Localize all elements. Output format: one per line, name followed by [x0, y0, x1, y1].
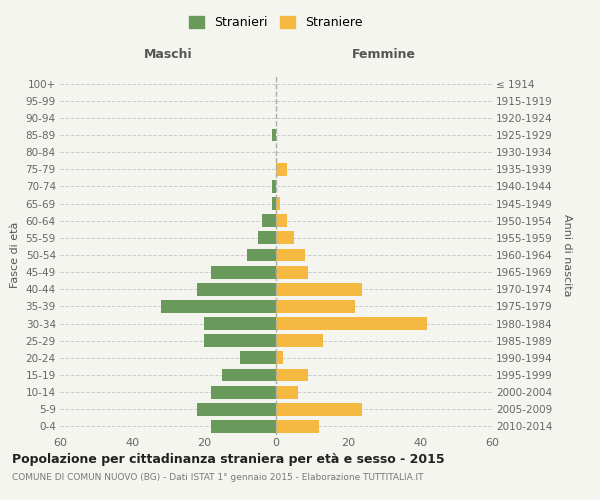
Bar	[161, 300, 276, 313]
Bar	[276, 197, 280, 210]
Y-axis label: Anni di nascita: Anni di nascita	[562, 214, 572, 296]
Bar	[211, 420, 276, 433]
Y-axis label: Fasce di età: Fasce di età	[10, 222, 20, 288]
Bar	[204, 334, 276, 347]
Bar	[272, 180, 276, 193]
Bar	[204, 317, 276, 330]
Bar	[276, 352, 283, 364]
Bar	[276, 368, 308, 382]
Bar	[272, 197, 276, 210]
Bar	[211, 266, 276, 278]
Bar	[276, 386, 298, 398]
Bar	[258, 232, 276, 244]
Bar	[276, 214, 287, 227]
Text: Popolazione per cittadinanza straniera per età e sesso - 2015: Popolazione per cittadinanza straniera p…	[12, 452, 445, 466]
Legend: Stranieri, Straniere: Stranieri, Straniere	[184, 11, 368, 34]
Bar	[276, 300, 355, 313]
Bar	[240, 352, 276, 364]
Text: COMUNE DI COMUN NUOVO (BG) - Dati ISTAT 1° gennaio 2015 - Elaborazione TUTTITALI: COMUNE DI COMUN NUOVO (BG) - Dati ISTAT …	[12, 472, 424, 482]
Text: Femmine: Femmine	[352, 48, 416, 62]
Bar	[272, 128, 276, 141]
Bar	[197, 403, 276, 415]
Bar	[276, 266, 308, 278]
Bar	[276, 420, 319, 433]
Bar	[211, 386, 276, 398]
Bar	[247, 248, 276, 262]
Bar	[276, 163, 287, 175]
Bar	[276, 317, 427, 330]
Bar	[262, 214, 276, 227]
Bar	[276, 232, 294, 244]
Bar	[276, 403, 362, 415]
Text: Maschi: Maschi	[143, 48, 193, 62]
Bar	[222, 368, 276, 382]
Bar	[276, 283, 362, 296]
Bar	[197, 283, 276, 296]
Bar	[276, 248, 305, 262]
Bar	[276, 334, 323, 347]
